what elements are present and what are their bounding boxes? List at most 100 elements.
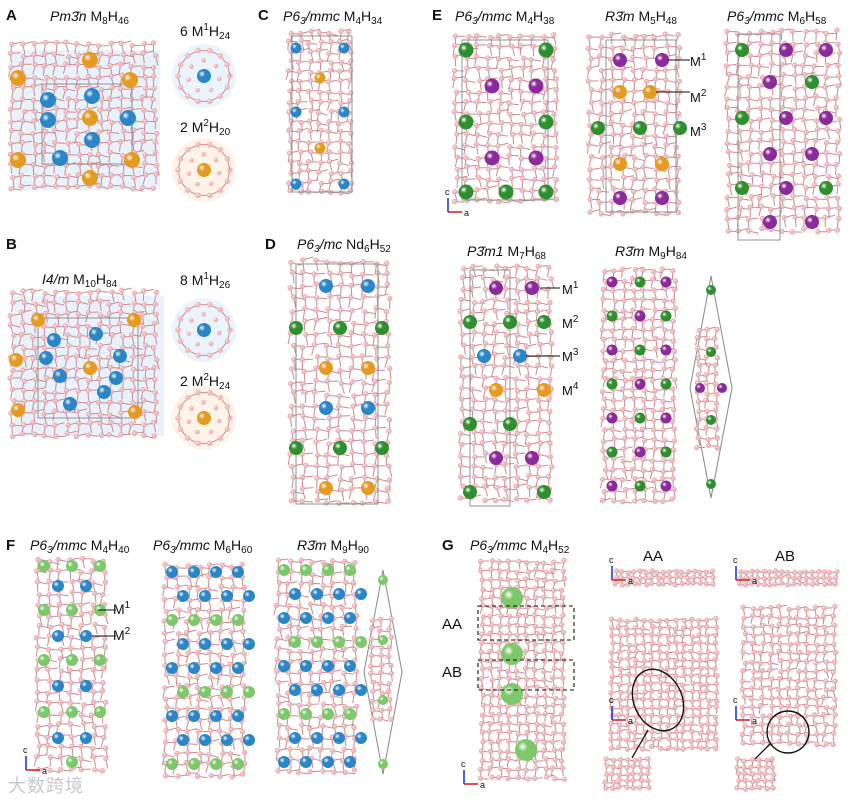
hydrogen-atom — [714, 435, 720, 441]
hydrogen-atom — [800, 62, 806, 69]
hydrogen-atom — [286, 180, 292, 186]
hydrogen-atom — [803, 42, 810, 48]
metal-atom — [290, 42, 302, 54]
hydrogen-atom — [289, 309, 295, 315]
hydrogen-atom — [601, 489, 608, 495]
hydrogen-atom — [494, 485, 500, 491]
hydrogen-atom — [768, 160, 775, 166]
hydrogen-atom — [746, 40, 752, 46]
hydrogen-atom — [459, 396, 465, 402]
hydrogen-atom — [501, 362, 507, 369]
hydrogen-atom — [541, 66, 548, 72]
hydrogen-atom — [74, 116, 80, 122]
hydrogen-atom — [108, 172, 115, 178]
hydrogen-atom — [21, 398, 28, 404]
metal-atom — [634, 480, 646, 492]
hydrogen-atom — [640, 287, 646, 293]
hydrogen-atom — [825, 227, 832, 233]
hydrogen-atom — [296, 160, 303, 167]
hydrogen-atom — [363, 321, 369, 327]
metal-atom — [537, 383, 551, 397]
hydrogen-atom — [491, 363, 497, 369]
hydrogen-atom — [7, 50, 14, 56]
hydrogen-atom — [97, 298, 103, 304]
hydrogen-atom — [459, 331, 466, 338]
hydrogen-atom — [791, 205, 797, 211]
hydrogen-atom — [186, 77, 192, 83]
hydrogen-atom — [504, 343, 510, 349]
metal-atom — [763, 75, 777, 89]
hydrogen-atom — [152, 390, 158, 396]
hydrogen-atom — [529, 34, 535, 40]
hydrogen-atom — [714, 426, 720, 432]
hydrogen-atom — [631, 296, 638, 303]
metal-atom — [333, 441, 347, 455]
hydrogen-atom — [824, 97, 830, 103]
hydrogen-atom — [518, 122, 524, 128]
hydrogen-atom — [65, 173, 71, 179]
hydrogen-atom — [41, 141, 47, 147]
hydrogen-atom — [143, 365, 149, 372]
hydrogen-atom — [600, 415, 606, 421]
hydrogen-atom — [10, 85, 17, 91]
hydrogen-atom — [311, 342, 318, 348]
hydrogen-atom — [835, 62, 841, 69]
metal-atom — [538, 114, 554, 130]
hydrogen-atom — [150, 64, 157, 71]
hydrogen-atom — [514, 430, 520, 436]
hydrogen-atom — [600, 448, 606, 454]
hydrogen-atom — [74, 183, 80, 190]
hydrogen-atom — [649, 317, 656, 323]
hydrogen-atom — [724, 105, 731, 111]
metal-atom — [53, 369, 67, 383]
hydrogen-atom — [51, 127, 58, 133]
hydrogen-atom — [350, 354, 356, 360]
hydrogen-atom — [21, 387, 27, 394]
hydrogen-atom — [714, 445, 720, 451]
hydrogen-atom — [757, 52, 763, 59]
hydrogen-atom — [483, 396, 489, 402]
hydrogen-atom — [482, 450, 488, 456]
hydrogen-atom — [547, 497, 553, 503]
hydrogen-atom — [95, 151, 102, 158]
hydrogen-atom — [348, 49, 354, 56]
hydrogen-atom — [504, 297, 511, 303]
hydrogen-atom — [513, 376, 519, 382]
hydrogen-atom — [44, 375, 50, 381]
hydrogen-atom — [141, 433, 147, 439]
hydrogen-atom — [75, 52, 82, 58]
hydrogen-atom — [513, 464, 519, 470]
hydrogen-atom — [493, 329, 499, 335]
hydrogen-atom — [201, 400, 207, 405]
hydrogen-atom — [325, 356, 331, 362]
hydrogen-atom — [141, 41, 147, 47]
hydrogen-atom — [725, 149, 732, 155]
hydrogen-atom — [619, 99, 625, 105]
hydrogen-atom — [150, 40, 157, 46]
hydrogen-atom — [546, 308, 552, 314]
hydrogen-atom — [801, 226, 807, 232]
hydrogen-atom — [640, 109, 646, 115]
hydrogen-atom — [735, 95, 742, 101]
metal-atom — [673, 121, 687, 135]
hydrogen-atom — [372, 463, 378, 469]
hydrogen-atom — [494, 418, 500, 425]
hydrogen-atom — [480, 298, 486, 304]
hydrogen-atom — [326, 140, 332, 146]
hydrogen-atom — [609, 427, 615, 433]
hydrogen-atom — [482, 475, 489, 482]
hydrogen-atom — [107, 399, 113, 406]
hydrogen-atom — [65, 310, 71, 316]
hydrogen-atom — [18, 61, 24, 67]
hydrogen-atom — [587, 167, 593, 173]
metal-atom — [82, 170, 98, 186]
hydrogen-atom — [724, 84, 730, 90]
hydrogen-atom — [675, 210, 682, 216]
hydrogen-atom — [9, 434, 16, 440]
hydrogen-atom — [549, 341, 555, 347]
hydrogen-atom — [610, 185, 616, 191]
hydrogen-atom — [622, 336, 629, 342]
hydrogen-atom — [524, 299, 531, 306]
hydrogen-atom — [63, 116, 69, 122]
hydrogen-atom — [96, 355, 102, 362]
